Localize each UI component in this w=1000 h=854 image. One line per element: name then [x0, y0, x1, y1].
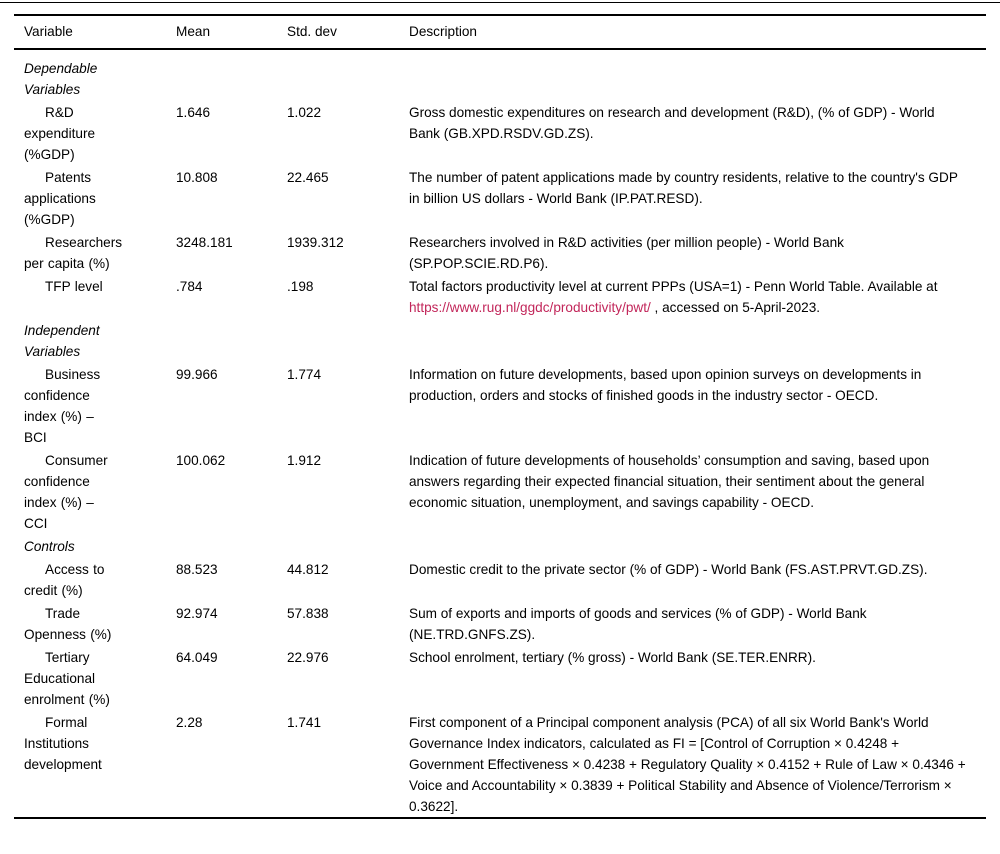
empty-std-dev-cell: [277, 49, 399, 100]
table-row: Tertiary Educational enrolment (%) 64.049…: [14, 645, 986, 710]
variable-cell: Tertiary Educational enrolment (%): [24, 650, 110, 707]
description-cell: First component of a Principal component…: [409, 715, 966, 814]
mean-cell: 64.049: [176, 650, 218, 665]
mean-cell: .784: [176, 279, 203, 294]
std-dev-cell: 1.741: [287, 715, 322, 730]
section-label: Dependable Variables: [24, 61, 98, 97]
variable-cell: Trade Openness (%): [24, 606, 112, 642]
summary-table: Variable Mean Std. dev Description Depen…: [14, 14, 986, 819]
column-header-variable: Variable: [14, 15, 166, 50]
empty-mean-cell: [166, 534, 277, 557]
std-dev-cell: 22.976: [287, 650, 329, 665]
table-row: Access to credit (%) 88.523 44.812 Domestic…: [14, 557, 986, 601]
mean-cell: 100.062: [176, 453, 226, 468]
std-dev-cell: 1939.312: [287, 235, 344, 250]
table-row: TFP level .784 .198 Total factors productiv…: [14, 274, 986, 318]
section-label: Independent Variables: [24, 323, 100, 359]
mean-cell: 10.808: [176, 170, 218, 185]
table-row: Formal Institutions development 2.28 1.741…: [14, 710, 986, 818]
description-cell: Information on future developments, base…: [409, 367, 922, 403]
std-dev-cell: .198: [287, 279, 314, 294]
section-row: Controls: [14, 534, 986, 557]
section-row: Independent Variables: [14, 318, 986, 362]
description-cell: Indication of future developments of hou…: [409, 453, 930, 510]
description-cell: The number of patent applications made b…: [409, 170, 958, 206]
std-dev-cell: 1.912: [287, 453, 322, 468]
table-row: Trade Openness (%) 92.974 57.838 Sum of exp…: [14, 601, 986, 645]
description-cell: Gross domestic expenditures on research …: [409, 105, 935, 141]
variable-cell: Patents applications (%GDP): [24, 170, 96, 227]
empty-mean-cell: [166, 49, 277, 100]
std-dev-cell: 57.838: [287, 606, 329, 621]
table-row: Business confidence index (%) – BCI 99.96…: [14, 362, 986, 448]
variable-cell: Consumer confidence index (%) – CCI: [24, 453, 108, 531]
std-dev-cell: 44.812: [287, 562, 329, 577]
mean-cell: 92.974: [176, 606, 218, 621]
mean-cell: 88.523: [176, 562, 218, 577]
mean-cell: 99.966: [176, 367, 218, 382]
empty-description-cell: [399, 49, 986, 100]
mean-cell: 3248.181: [176, 235, 233, 250]
page-top-rule: [0, 2, 1000, 3]
table-header: Variable Mean Std. dev Description: [14, 15, 986, 50]
description-cell: Sum of exports and imports of goods and …: [409, 606, 867, 642]
mean-cell: 2.28: [176, 715, 203, 730]
description-cell: School enrolment, tertiary (% gross) - W…: [409, 650, 816, 665]
variable-cell: Researchers per capita (%): [24, 235, 123, 271]
std-dev-cell: 1.774: [287, 367, 322, 382]
column-header-mean: Mean: [166, 15, 277, 50]
std-dev-cell: 1.022: [287, 105, 322, 120]
table-row: Researchers per capita (%) 3248.181 1939.3…: [14, 230, 986, 274]
description-cell: Researchers involved in R&D activities (…: [409, 235, 844, 271]
empty-description-cell: [399, 534, 986, 557]
variable-cell: Access to credit (%): [24, 562, 105, 598]
variable-cell: TFP level: [45, 279, 103, 294]
empty-description-cell: [399, 318, 986, 362]
variable-cell: Business confidence index (%) – BCI: [24, 367, 101, 445]
table-container: Variable Mean Std. dev Description Depen…: [14, 14, 986, 819]
mean-cell: 1.646: [176, 105, 211, 120]
table-row: R&D expenditure (%GDP) 1.646 1.022 Gross do…: [14, 100, 986, 165]
description-cell: Total factors productivity level at curr…: [409, 279, 938, 315]
empty-std-dev-cell: [277, 534, 399, 557]
column-header-description: Description: [399, 15, 986, 50]
empty-std-dev-cell: [277, 318, 399, 362]
external-link[interactable]: https://www.rug.nl/ggdc/productivity/pwt…: [409, 300, 651, 315]
header-row: Variable Mean Std. dev Description: [14, 15, 986, 50]
table-row: Patents applications (%GDP) 10.808 22.465 T…: [14, 165, 986, 230]
table-body: Dependable Variables R&D expenditure (%GD…: [14, 49, 986, 818]
variable-cell: Formal Institutions development: [24, 715, 102, 772]
section-label: Controls: [24, 539, 75, 554]
variable-cell: R&D expenditure (%GDP): [24, 105, 96, 162]
table-row: Consumer confidence index (%) – CCI 100.0…: [14, 448, 986, 534]
empty-mean-cell: [166, 318, 277, 362]
std-dev-cell: 22.465: [287, 170, 329, 185]
column-header-std-dev: Std. dev: [277, 15, 399, 50]
section-row: Dependable Variables: [14, 49, 986, 100]
description-cell: Domestic credit to the private sector (%…: [409, 562, 928, 577]
